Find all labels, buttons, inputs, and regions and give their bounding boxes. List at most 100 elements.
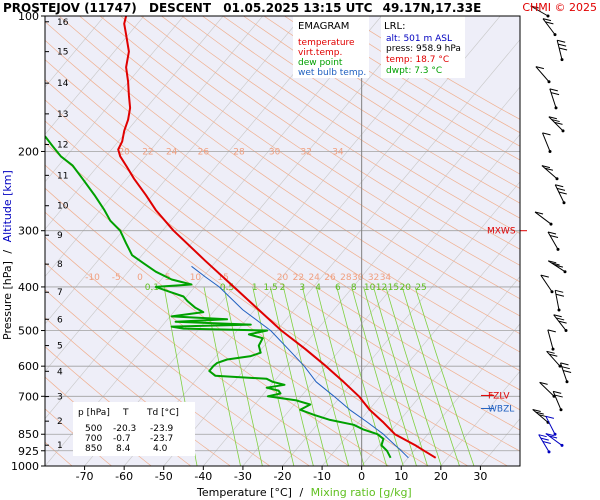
wind-barb-feather [555,289,564,293]
wind-barb-feather [534,211,544,215]
level-label-wbzl: WBZL [488,404,514,414]
isotherm-line [45,16,343,372]
wind-barb-staff [553,314,567,331]
wind-barb-feather [548,435,558,439]
lrl-temperature: temp: 18.7 °C [386,55,449,65]
temperature-tick-label: -40 [194,470,212,483]
lrl-title: LRL: [384,21,405,32]
table-cell: 8.4 [116,444,131,454]
wind-barb-staff [547,260,566,273]
table-cell: 850 [85,444,102,454]
isotherm-line [45,16,422,466]
dry-adiabat-label: 26 [198,147,210,157]
wind-barb-feather [549,353,558,357]
wind-barb-feather [555,293,565,297]
wind-barb-feather [548,116,557,120]
temperature-tick-label: -70 [76,470,94,483]
wind-barb-staff [554,290,560,311]
wet-adiabat-label: 26 [324,273,336,283]
altitude-tick-label: 6 [57,315,63,325]
altitude-tick-label: 3 [57,393,63,403]
dry-adiabat [79,16,520,317]
isotherm-line [440,370,520,466]
series-line-temperature [117,16,437,459]
isotherm-line [242,133,520,466]
sounding-datetime: 01.05.2025 13:15 UTC [223,1,372,15]
station-name: PROSTEJOV (11747) [3,1,137,15]
y-axis-title: Pressure [hPa] / Altitude [km] [1,170,14,340]
wind-barb-feather [542,18,552,22]
altitude-tick-label: 12 [57,141,68,151]
dry-adiabat [202,16,520,219]
profile-series [45,16,437,459]
legend-wet-bulb: wet bulb temp. [298,68,366,78]
wind-barb-feather [549,234,559,238]
wind-barb-feather [535,411,544,415]
isotherm-line [45,16,263,277]
pressure-tick-label: 1000 [11,460,39,473]
altitude-tick-label: 10 [57,202,69,212]
temperature-tick-label: 30 [473,470,487,483]
wind-barb-staff [547,231,559,250]
wind-barb-feather [560,362,569,366]
wind-barb-staff [552,391,562,410]
altitude-tick-label: 16 [57,18,69,28]
mixing-ratio-label: 10 [364,283,376,293]
isotherm-line [45,16,224,230]
wind-barb-feather [554,394,563,398]
mixing-ratio-label: 3 [299,283,305,293]
wind-barb-feather [530,5,539,9]
wind-barb-feather [535,66,545,70]
wet-adiabat-label: -10 [85,273,100,283]
wind-barb-feather [540,274,549,278]
isotherm-line [163,39,520,466]
mixing-ratio-label: 15 [388,283,399,293]
adiabat-labels: 20 22 24 26 28 30 32 34-10 -5 0 5 10 15 20 22 24 26 28 30 3… [85,147,427,292]
wind-barb-staff [542,18,556,35]
mixing-ratio-label: 8 [351,283,357,293]
legend-dew-point: dew point [298,58,343,68]
dry-adiabat [45,79,520,411]
mixing-ratio-label: 2 [280,283,286,293]
pressure-tick-label: 600 [18,360,39,373]
wind-barb-feather [544,167,554,171]
wind-barb-staff [534,211,552,225]
wind-barb-staff [545,416,556,435]
temperature-tick-label: 10 [394,470,408,483]
isotherm-line [401,323,520,466]
dry-adiabat [58,16,520,335]
pressure-tick-label: 500 [18,325,39,338]
wind-barb-feather [558,43,567,47]
altitude-tick-label: 4 [57,367,63,377]
wind-barb-staff [545,433,563,446]
isotherm-line [45,16,382,420]
dry-adiabat-label: 22 [142,147,153,157]
temperature-tick-label: -10 [313,470,331,483]
wind-barb-staff [547,329,554,350]
y-axis-altitude-label: Altitude [km] [1,170,14,242]
isotherm-line [361,276,520,466]
wind-barb-feather [547,231,557,235]
legend-title: EMAGRAM [298,21,349,32]
wind-barb-staff [560,362,568,382]
table-header-p: p [hPa] [78,408,110,418]
wind-barb-feather [554,264,564,268]
wind-barb-staff [549,88,557,109]
wet-adiabat-label: 28 [340,273,352,283]
isotherm-line [519,465,520,466]
wind-barb-feather [551,119,560,123]
wind-barb-feather [551,262,560,266]
sounding-mode: DESCENT [149,1,212,15]
wet-adiabat-label: 0 [137,273,143,283]
table-cell: -0.7 [113,434,131,444]
temperature-tick-label: -30 [234,470,252,483]
altitude-tick-label: 15 [57,48,68,58]
mixing-ratio-label: 0.5 [220,283,234,293]
wind-barb-feather [561,366,570,370]
legend-box [293,16,369,78]
dry-adiabat [45,21,520,353]
wind-barb-feather [549,88,558,92]
wind-barb-feather [558,47,568,51]
isotherm-line [321,228,520,466]
